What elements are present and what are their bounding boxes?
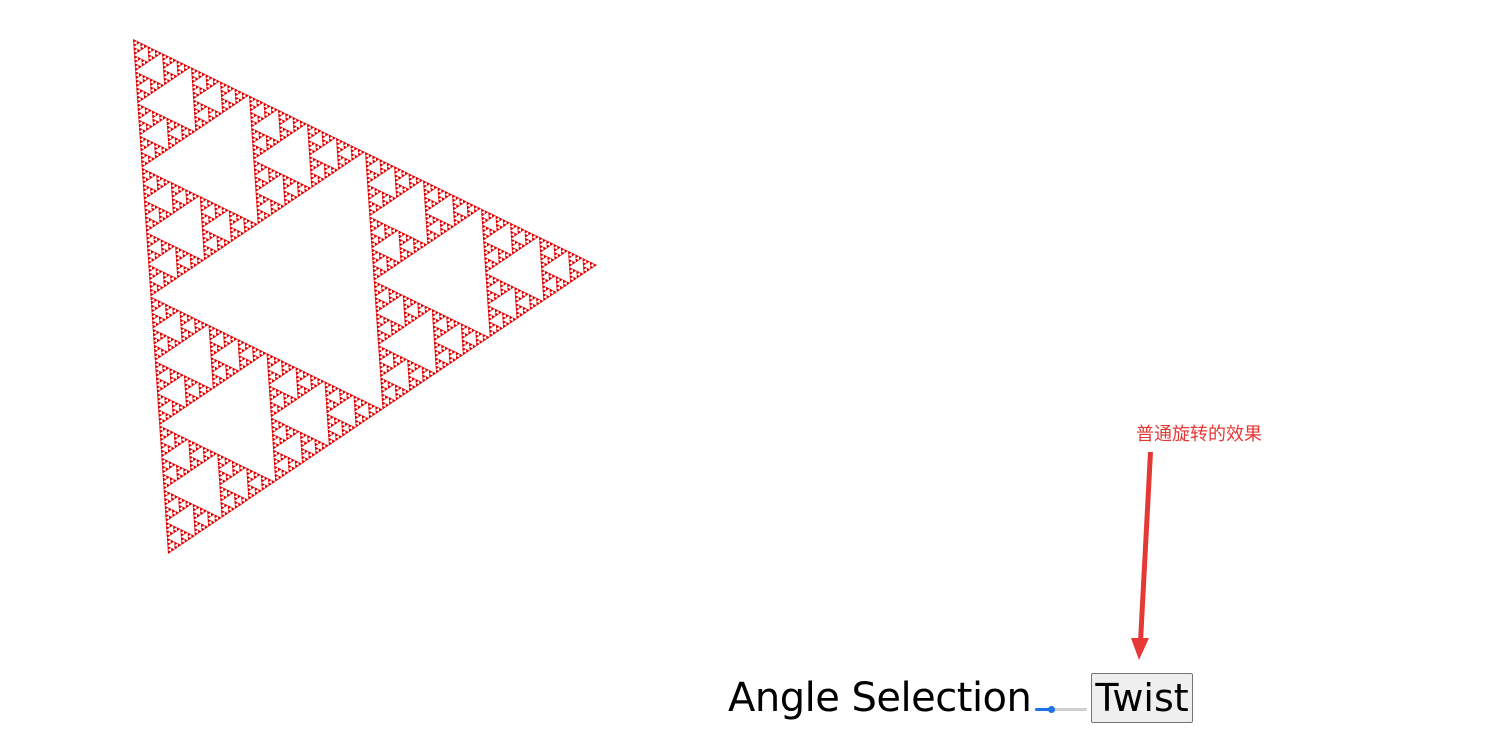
sierpinski-triangle — [133, 39, 597, 554]
angle-slider[interactable] — [1035, 699, 1088, 719]
slider-fill — [1035, 708, 1051, 711]
controls-bar: Angle Selection Twist — [728, 670, 1193, 726]
triangle-fill — [133, 39, 597, 554]
angle-selection-label: Angle Selection — [728, 675, 1032, 721]
slider-thumb[interactable] — [1047, 706, 1055, 713]
twist-button[interactable]: Twist — [1091, 673, 1193, 723]
annotation-text: 普通旋转的效果 — [1136, 424, 1262, 445]
webgl-canvas[interactable] — [0, 0, 1509, 660]
slider-track — [1035, 708, 1088, 711]
